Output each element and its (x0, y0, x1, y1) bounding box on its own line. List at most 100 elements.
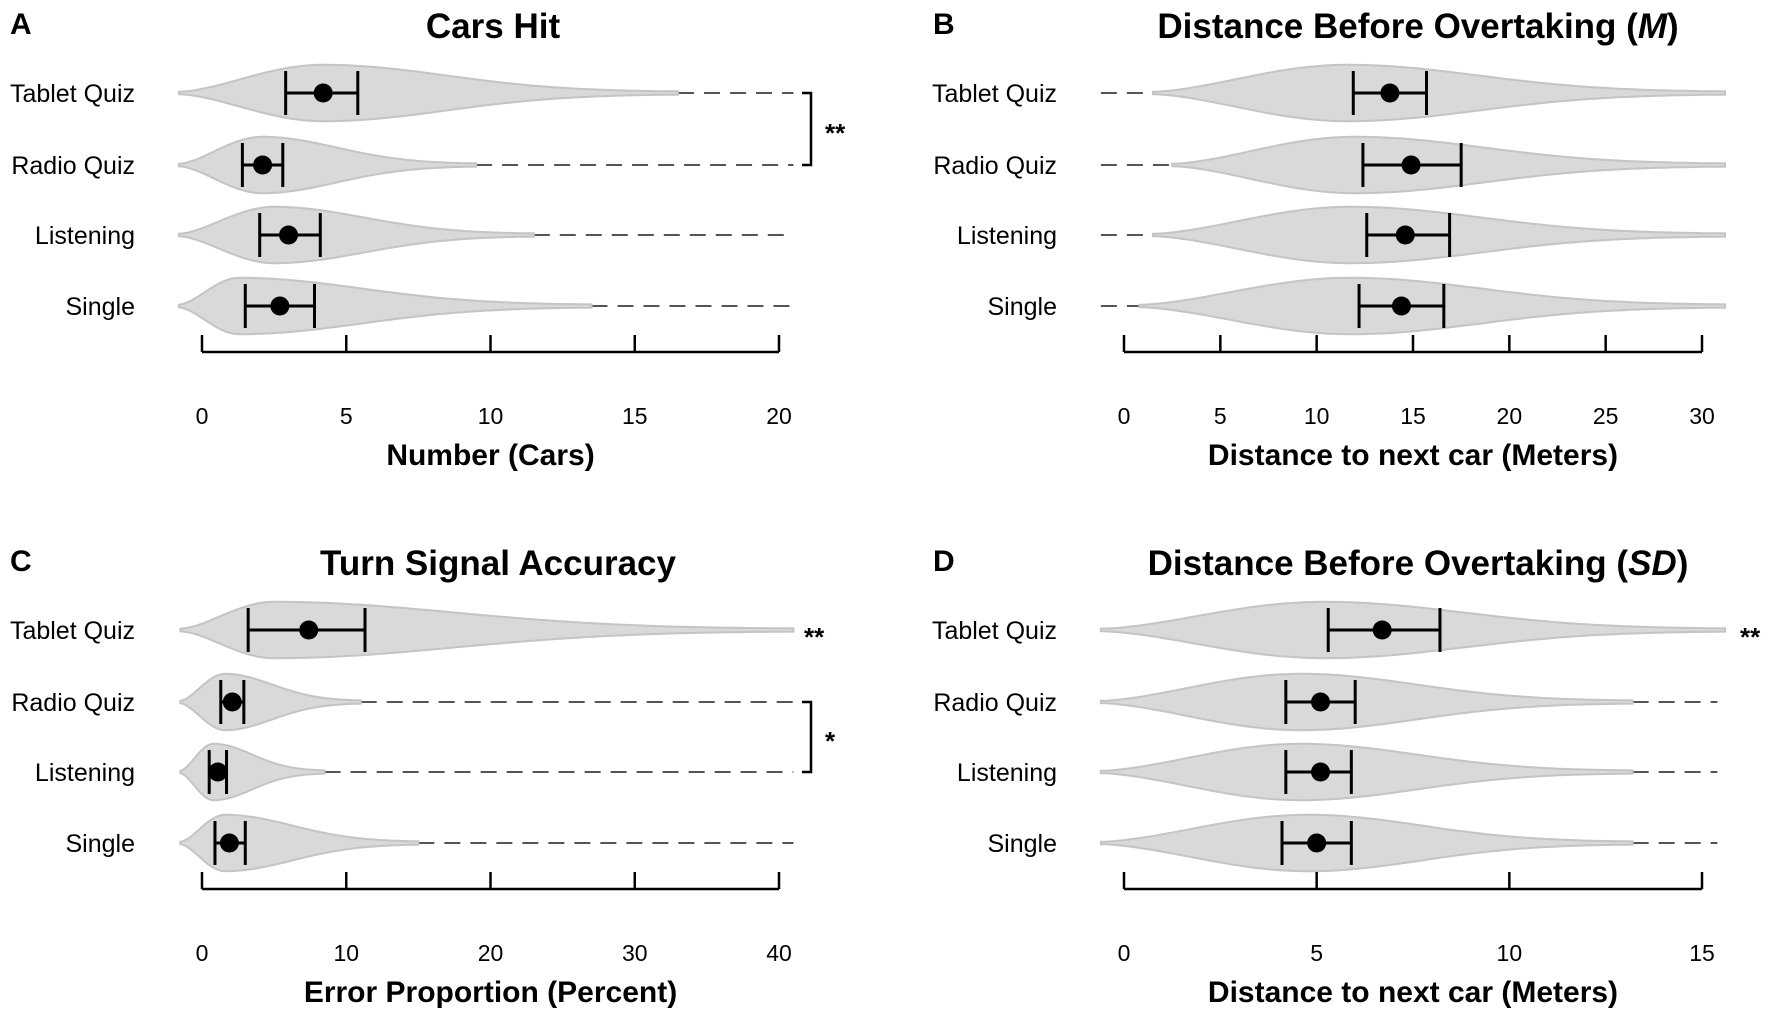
violin-shape (1099, 672, 1634, 732)
violin-row: Single (66, 813, 794, 873)
category-label: Radio Quiz (11, 689, 135, 717)
chart-title-main: Distance Before Overtaking ( (1148, 544, 1629, 583)
category-label: Listening (35, 759, 135, 787)
chart-title-italic: SD (1628, 544, 1677, 583)
violin-row: Radio Quiz (933, 672, 1718, 732)
x-axis: 0 5 10 15 20 25 30 Distance to next car (Meters… (1118, 335, 1715, 472)
category-label: Listening (957, 222, 1057, 250)
chart-title: Turn Signal Accuracy (320, 544, 676, 583)
chart-title-suffix: ) (1667, 7, 1679, 46)
x-tick-label: 20 (766, 403, 792, 429)
panel-label: C (10, 545, 32, 578)
category-label: Tablet Quiz (932, 617, 1057, 645)
violin-row: Tablet Quiz (932, 600, 1727, 660)
x-tick-label: 15 (1400, 403, 1426, 429)
mean-point (208, 762, 228, 782)
violin-shape (177, 205, 535, 265)
x-tick-label: 5 (1214, 403, 1227, 429)
violin-row: Tablet Quiz (10, 63, 794, 123)
violin-shape (179, 600, 795, 660)
mean-point (313, 83, 333, 103)
category-label: Tablet Quiz (10, 617, 135, 645)
violin-shape (179, 672, 362, 732)
category-label: Listening (957, 759, 1057, 787)
significance-label: ** (804, 622, 825, 652)
violin-shape (177, 63, 679, 123)
chart-title-main: Distance Before Overtaking ( (1157, 7, 1638, 46)
mean-point (1395, 225, 1415, 245)
violin-row: Single (988, 276, 1727, 336)
x-axis: 0 10 20 30 40 Error Proportion (Percent) (196, 872, 792, 1009)
mean-point (222, 692, 242, 712)
significance-bracket (802, 91, 813, 167)
violin-row: Listening (35, 205, 794, 265)
violin-row: Radio Quiz (933, 135, 1727, 195)
violin-shape (179, 742, 326, 802)
x-tick-label: 5 (1310, 940, 1323, 966)
violin-row: Single (66, 276, 794, 336)
mean-point (1391, 296, 1411, 316)
mean-point (1311, 692, 1331, 712)
x-tick-label: 0 (1118, 940, 1131, 966)
x-axis: 0 5 10 15 20 Number (Cars) (196, 335, 792, 472)
x-tick-label: 20 (478, 940, 504, 966)
x-tick-label: 30 (622, 940, 648, 966)
category-label: Single (66, 293, 136, 321)
mean-point (219, 833, 239, 853)
violin-row: Radio Quiz (11, 672, 794, 732)
panel-label: D (933, 545, 955, 578)
chart-panel-c: C Turn Signal Accuracy Tablet Quiz Radio Qu… (10, 544, 836, 1009)
chart-title-main: Turn Signal Accuracy (320, 544, 676, 583)
x-tick-label: 10 (1304, 403, 1330, 429)
x-tick-label: 30 (1689, 403, 1715, 429)
x-tick-label: 0 (196, 403, 209, 429)
chart-title-main: Cars Hit (426, 7, 561, 46)
chart-title: Distance Before Overtaking (M) (1157, 7, 1678, 46)
mean-point (1311, 762, 1331, 782)
chart-panel-a: A Cars Hit Tablet Quiz Radio Quiz Listening S… (10, 7, 846, 472)
category-label: Radio Quiz (933, 152, 1057, 180)
panel-label: A (10, 8, 32, 41)
significance-label: ** (1740, 622, 1761, 652)
x-tick-label: 15 (622, 403, 648, 429)
x-tick-label: 10 (333, 940, 359, 966)
chart-panel-b: B Distance Before Overtaking (M) Tablet Qu… (932, 7, 1727, 472)
category-label: Listening (35, 222, 135, 250)
violin-row: Listening (957, 205, 1727, 265)
violin-shape (1099, 813, 1634, 873)
x-tick-label: 15 (1689, 940, 1715, 966)
x-axis: 0 5 10 15 Distance to next car (Meters) (1118, 872, 1715, 1009)
category-label: Single (988, 293, 1058, 321)
mean-point (253, 155, 273, 175)
mean-point (1380, 83, 1400, 103)
chart-title: Distance Before Overtaking (SD) (1148, 544, 1689, 583)
x-tick-label: 25 (1593, 403, 1619, 429)
category-label: Radio Quiz (11, 152, 135, 180)
x-tick-label: 20 (1497, 403, 1523, 429)
chart-panel-d: D Distance Before Overtaking (SD) Tablet Q… (932, 544, 1761, 1009)
violin-shape (1151, 63, 1727, 123)
violin-row: Single (988, 813, 1718, 873)
chart-title-italic: M (1638, 7, 1668, 46)
significance-label: * (825, 726, 836, 756)
category-label: Tablet Quiz (10, 80, 135, 108)
violin-shape (177, 135, 478, 195)
violin-row: Radio Quiz (11, 135, 794, 195)
mean-point (279, 225, 299, 245)
violin-shape (1099, 742, 1634, 802)
violin-shape (177, 276, 593, 336)
violin-row: Tablet Quiz (932, 63, 1727, 123)
x-axis-title: Number (Cars) (386, 439, 594, 472)
violin-row: Listening (957, 742, 1718, 802)
chart-title: Cars Hit (426, 7, 561, 46)
violin-row: Tablet Quiz (10, 600, 795, 660)
violin-row: Listening (35, 742, 794, 802)
x-tick-label: 0 (1118, 403, 1131, 429)
category-label: Tablet Quiz (932, 80, 1057, 108)
category-label: Single (66, 830, 136, 858)
category-label: Single (988, 830, 1058, 858)
x-tick-label: 40 (766, 940, 792, 966)
mean-point (299, 620, 319, 640)
x-tick-label: 5 (340, 403, 353, 429)
